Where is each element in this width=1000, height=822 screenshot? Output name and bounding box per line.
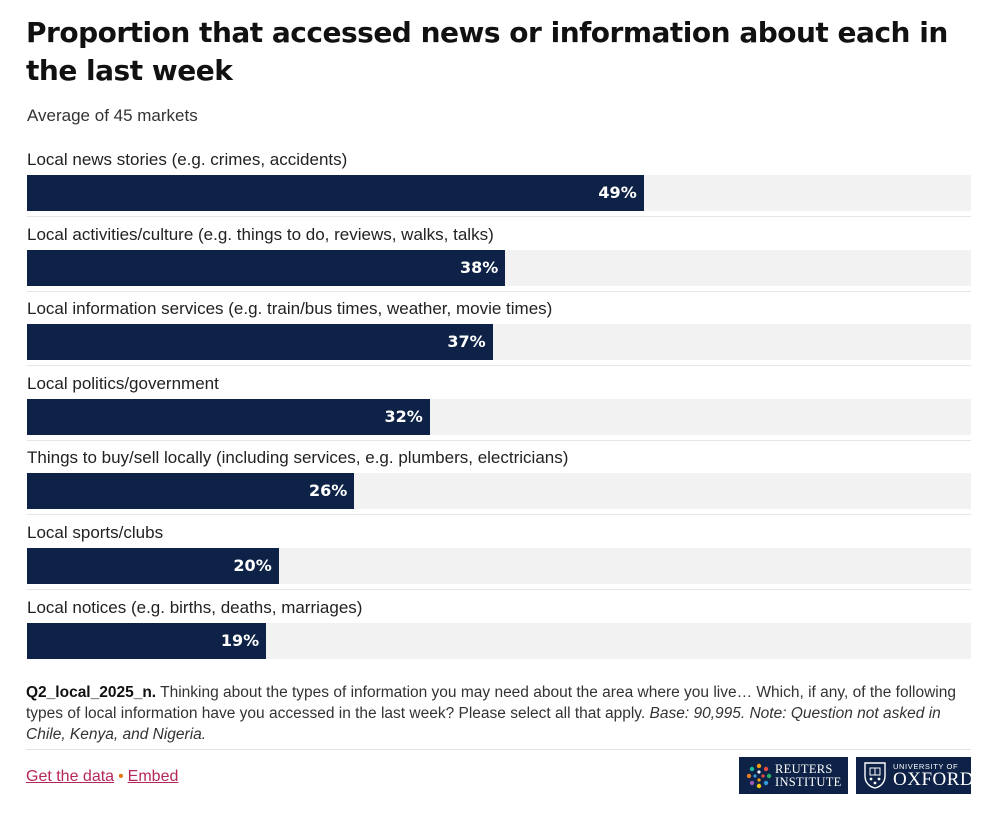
oxford-wordmark-small: UNIVERSITY OF <box>893 762 959 771</box>
bar-row: Local activities/culture (e.g. things to… <box>27 224 971 298</box>
bar-row: Local sports/clubs 20% <box>27 522 971 596</box>
bar-value-label: 26% <box>308 481 348 501</box>
bar-track: 38% <box>27 249 971 286</box>
bar-value-label: 38% <box>459 257 499 277</box>
embed-link[interactable]: Embed <box>127 768 179 785</box>
bar-row: Local information services (e.g. train/b… <box>27 298 971 372</box>
bar-track: 19% <box>27 622 971 659</box>
bar-track: 37% <box>27 324 971 361</box>
bar-category-label: Local sports/clubs <box>27 523 164 542</box>
row-divider <box>27 589 971 590</box>
bar-value-label: 32% <box>384 406 423 426</box>
bar-value-label: 49% <box>598 183 637 202</box>
bar: 37% <box>27 324 493 361</box>
row-divider <box>27 439 971 441</box>
bar-category-label: Local activities/culture (e.g. things to… <box>27 224 494 244</box>
row-divider <box>27 290 971 292</box>
bar-category-label: Local notices (e.g. births, deaths, marr… <box>27 597 363 617</box>
bar-track: 49% <box>27 175 971 211</box>
link-separator: • <box>118 768 124 785</box>
oxford-university-logo[interactable]: UNIVERSITY OF OXFORD <box>856 757 975 794</box>
bar-row: Things to buy/sell locally (including se… <box>27 447 971 521</box>
row-divider <box>27 514 971 516</box>
question-text: Thinking about the types of information … <box>26 684 956 722</box>
bar: 38% <box>27 249 506 286</box>
bar: 19% <box>27 622 267 659</box>
bar-category-label: Local information services (e.g. train/b… <box>27 299 553 319</box>
get-the-data-link[interactable]: Get the data <box>26 768 115 785</box>
bar-row: Local news stories (e.g. crimes, acciden… <box>27 149 971 223</box>
row-divider <box>27 365 971 367</box>
bar-category-label: Local politics/government <box>27 373 219 393</box>
chart-title: Proportion that accessed news or informa… <box>26 16 948 87</box>
chart-subtitle: Average of 45 markets <box>27 106 198 125</box>
bar-track: 20% <box>27 548 971 584</box>
oxford-wordmark-large: OXFORD <box>893 769 975 790</box>
reuters-wordmark: REUTERS INSTITUTE <box>775 762 842 789</box>
bar-category-label: Things to buy/sell locally (including se… <box>27 448 569 468</box>
oxford-crest-icon <box>864 762 886 789</box>
footer-links: Get the data • Embed <box>26 768 178 786</box>
reuters-institute-logo[interactable]: REUTERS INSTITUTE <box>739 757 848 794</box>
base-note: Base: 90,995. Note: Question not asked i… <box>26 705 941 743</box>
bar-track: 26% <box>27 473 971 510</box>
bar: 20% <box>27 548 279 584</box>
reuters-dots-icon <box>746 763 772 789</box>
bar-row: Local notices (e.g. births, deaths, marr… <box>27 597 971 671</box>
footer-divider <box>26 749 971 750</box>
bar-track: 32% <box>27 398 971 435</box>
bar-value-label: 20% <box>233 556 272 575</box>
question-note: Q2_local_2025_n. Thinking about the type… <box>26 682 970 745</box>
question-id: Q2_local_2025_n. <box>26 684 157 701</box>
bar-row: Local politics/government 32% <box>27 373 971 447</box>
bar-category-label: Local news stories (e.g. crimes, acciden… <box>27 150 348 169</box>
row-divider <box>27 216 971 217</box>
bar-value-label: 37% <box>447 332 486 352</box>
bar: 26% <box>27 473 355 510</box>
bar-value-label: 19% <box>220 630 260 650</box>
bar: 49% <box>27 175 644 211</box>
bar: 32% <box>27 398 430 435</box>
